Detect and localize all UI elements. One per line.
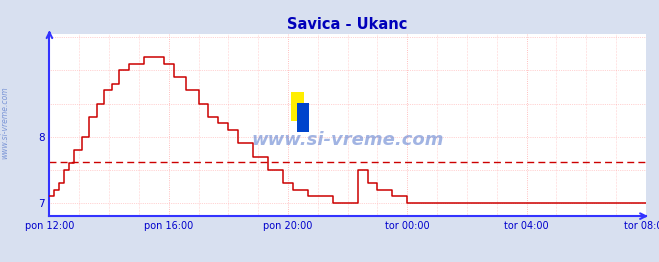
Title: Savica - Ukanc: Savica - Ukanc: [287, 17, 408, 31]
Text: www.si-vreme.com: www.si-vreme.com: [1, 87, 10, 160]
Bar: [297, 103, 309, 132]
Text: www.si-vreme.com: www.si-vreme.com: [251, 131, 444, 149]
Bar: [291, 92, 304, 122]
